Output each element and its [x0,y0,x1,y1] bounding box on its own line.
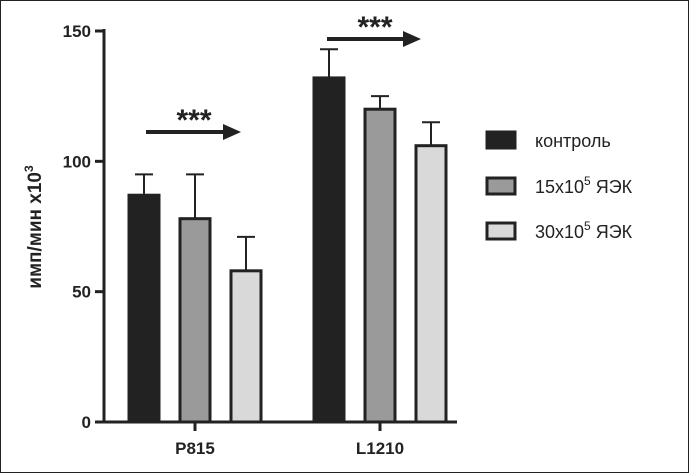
x-tick-label: P815 [175,439,215,458]
significance-arrow-head [223,124,241,140]
y-tick-label: 150 [63,22,91,41]
bar [363,107,397,424]
y-tick-label: 100 [63,152,91,171]
legend-label: 30x105 ЯЭК [535,219,633,242]
legend-swatch [485,130,517,150]
bar [229,269,263,424]
bar [178,217,212,424]
bar [127,193,161,424]
y-tick-label: 0 [82,413,91,432]
bar [312,76,346,424]
y-tick-label: 50 [72,283,91,302]
significance-arrow-head [403,31,421,47]
x-tick-label: L1210 [356,439,404,458]
bar [414,144,448,424]
y-axis-label: имп/мин x103 [22,165,46,289]
legend-label: контроль [535,131,611,151]
legend-swatch [485,176,517,196]
legend-swatch [485,221,517,241]
legend-label: 15x105 ЯЭК [535,174,633,197]
